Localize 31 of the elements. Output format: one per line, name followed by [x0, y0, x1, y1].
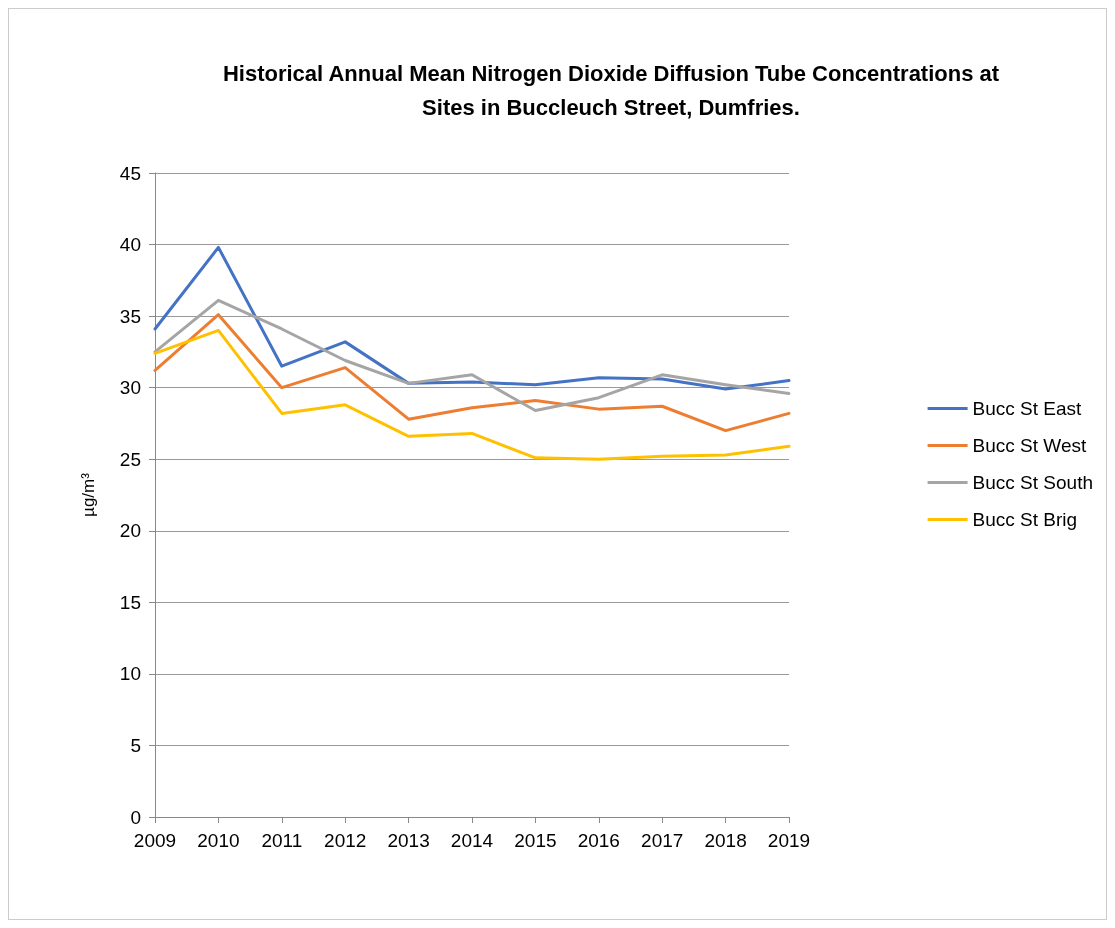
x-tick-label: 2017: [641, 830, 684, 851]
line-series: [153, 298, 791, 413]
x-tick-label: 2012: [324, 830, 367, 851]
y-tick-label: 20: [119, 520, 141, 542]
y-tick-label: 0: [130, 806, 141, 828]
x-tick-label: 2011: [261, 830, 303, 851]
y-tick-label: 30: [119, 377, 141, 399]
x-tick-label: 2010: [197, 830, 240, 851]
line-series: [153, 313, 791, 433]
line-series: [153, 328, 791, 461]
y-tick-label: 5: [130, 734, 141, 756]
y-tick-label: 45: [119, 162, 141, 184]
legend-label: Bucc St East: [972, 398, 1083, 419]
y-tick-label: 25: [119, 448, 141, 470]
x-tick-label: 2009: [133, 830, 177, 851]
x-tick-label: 2019: [767, 830, 811, 851]
legend-label: Bucc St South: [972, 472, 1093, 493]
x-tick-label: 2013: [387, 830, 430, 851]
chart-title: Historical Annual Mean Nitrogen Dioxide Diffusion Tube Concentrations at Sites in Buccleuch Street, Dumfries.: [222, 60, 1000, 120]
x-tick-label: 2015: [514, 830, 557, 851]
y-tick-label: 35: [119, 305, 141, 327]
legend-label: Bucc St West: [972, 435, 1087, 456]
x-tick-label: 2018: [704, 830, 747, 851]
x-tick-label: 2014: [450, 830, 494, 851]
y-tick-label: 40: [119, 234, 141, 256]
line-series: [153, 245, 791, 391]
y-tick-label: 15: [119, 591, 141, 613]
legend-label: Bucc St Brig: [972, 509, 1078, 530]
y-tick-label: 10: [119, 663, 141, 685]
x-tick-label: 2016: [577, 830, 620, 851]
y-axis-title: µg/m³: [79, 472, 98, 517]
